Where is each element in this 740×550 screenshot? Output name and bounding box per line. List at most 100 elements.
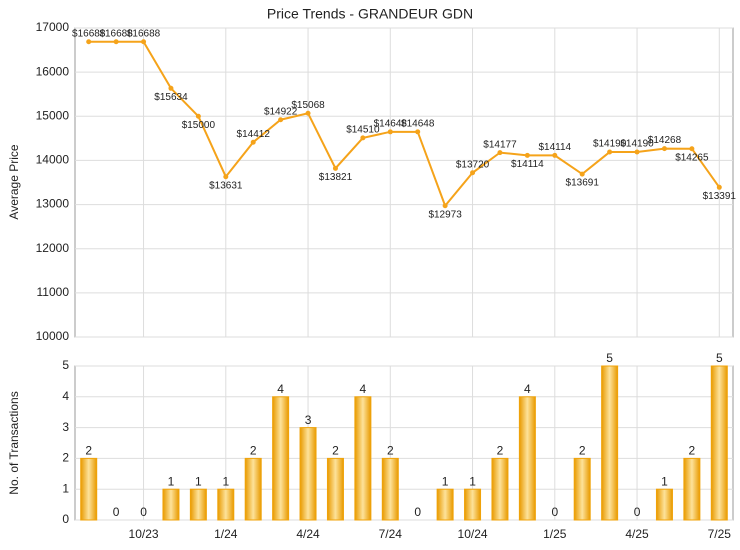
point: [470, 170, 476, 176]
x-tick-label: 7/25: [708, 527, 732, 541]
data-label: $13720: [456, 159, 490, 170]
data-label: 0: [414, 505, 421, 519]
data-label: 3: [305, 413, 312, 427]
data-label: 1: [469, 474, 476, 488]
data-label: 0: [634, 505, 641, 519]
bar: [80, 457, 98, 521]
y-tick-label: 12000: [36, 241, 70, 255]
point: [689, 146, 695, 152]
point: [634, 149, 640, 155]
bar: [518, 396, 536, 521]
data-label: $13691: [566, 178, 600, 189]
point: [607, 149, 613, 155]
data-label: $14268: [648, 135, 682, 146]
data-label: 4: [360, 382, 367, 396]
data-label: $14114: [538, 142, 571, 153]
point: [113, 39, 119, 45]
data-label: $12973: [428, 209, 462, 220]
point: [278, 117, 284, 123]
data-label: 2: [497, 444, 504, 458]
bar: [381, 457, 399, 521]
point: [86, 39, 92, 45]
data-label: 1: [168, 474, 175, 488]
data-label: 5: [716, 351, 723, 365]
data-label: $14114: [511, 159, 544, 170]
y-tick-label: 1: [62, 481, 69, 495]
y-tick-label: 10000: [36, 329, 70, 343]
x-tick-label: 10/23: [129, 527, 159, 541]
data-label: 5: [606, 351, 613, 365]
bar: [354, 396, 372, 521]
bar: [491, 457, 509, 521]
point: [141, 39, 147, 45]
point: [524, 152, 530, 158]
data-label: 2: [579, 444, 586, 458]
y-tick-label: 17000: [36, 20, 70, 34]
bar: [272, 396, 290, 521]
data-label: 2: [85, 444, 92, 458]
data-label: 2: [250, 444, 257, 458]
data-label: 0: [113, 505, 120, 519]
x-tick-label: 7/24: [379, 527, 403, 541]
point: [387, 129, 393, 135]
bar: [217, 488, 235, 521]
y-axis-label: No. of Transactions: [7, 391, 21, 494]
point: [223, 174, 229, 180]
point: [442, 203, 448, 209]
data-label: 2: [332, 444, 339, 458]
y-tick-label: 11000: [37, 285, 70, 299]
data-label: 1: [661, 474, 668, 488]
data-label: $13631: [209, 180, 243, 191]
data-label: $14510: [346, 125, 380, 136]
bar: [326, 457, 344, 521]
data-label: $14648: [374, 118, 408, 129]
bar: [436, 488, 454, 521]
bar: [244, 457, 262, 521]
point: [360, 135, 366, 141]
bar: [162, 488, 180, 521]
point: [250, 139, 256, 145]
point: [716, 184, 722, 190]
data-label: 4: [524, 382, 531, 396]
y-axis-label: Average Price: [7, 144, 21, 219]
y-tick-label: 15000: [36, 108, 70, 122]
data-label: $14190: [593, 139, 627, 150]
x-tick-label: 4/24: [296, 527, 320, 541]
bar: [601, 365, 619, 521]
data-label: $14412: [237, 129, 271, 140]
point: [332, 165, 338, 171]
y-tick-label: 16000: [36, 64, 70, 78]
data-label: 1: [222, 474, 229, 488]
x-tick-label: 10/24: [458, 527, 488, 541]
data-label: 1: [195, 474, 202, 488]
data-label: $14177: [483, 139, 517, 150]
bar: [683, 457, 701, 521]
y-tick-label: 14000: [36, 153, 70, 167]
data-label: $16688: [127, 28, 161, 39]
data-label: $14648: [401, 118, 435, 129]
data-label: $14922: [264, 106, 298, 117]
data-label: $15634: [154, 92, 188, 103]
bar: [189, 488, 207, 521]
x-tick-label: 1/25: [543, 527, 567, 541]
point: [661, 146, 667, 152]
y-tick-label: 4: [62, 389, 69, 403]
bar: [299, 427, 317, 521]
point: [415, 129, 421, 135]
bar: [655, 488, 673, 521]
x-tick-label: 4/25: [625, 527, 649, 541]
y-tick-label: 13000: [36, 197, 70, 211]
data-label: 2: [689, 444, 696, 458]
plot-area: [74, 365, 734, 521]
x-tick-label: 1/24: [214, 527, 238, 541]
bar: [710, 365, 728, 521]
y-tick-label: 2: [62, 451, 69, 465]
plot-area: [74, 27, 734, 338]
data-label: $16688: [99, 28, 133, 39]
bar: [573, 457, 591, 521]
data-label: $13391: [703, 191, 737, 202]
point: [195, 113, 201, 119]
y-tick-label: 3: [62, 420, 69, 434]
point: [552, 152, 558, 158]
y-tick-label: 5: [62, 358, 69, 372]
